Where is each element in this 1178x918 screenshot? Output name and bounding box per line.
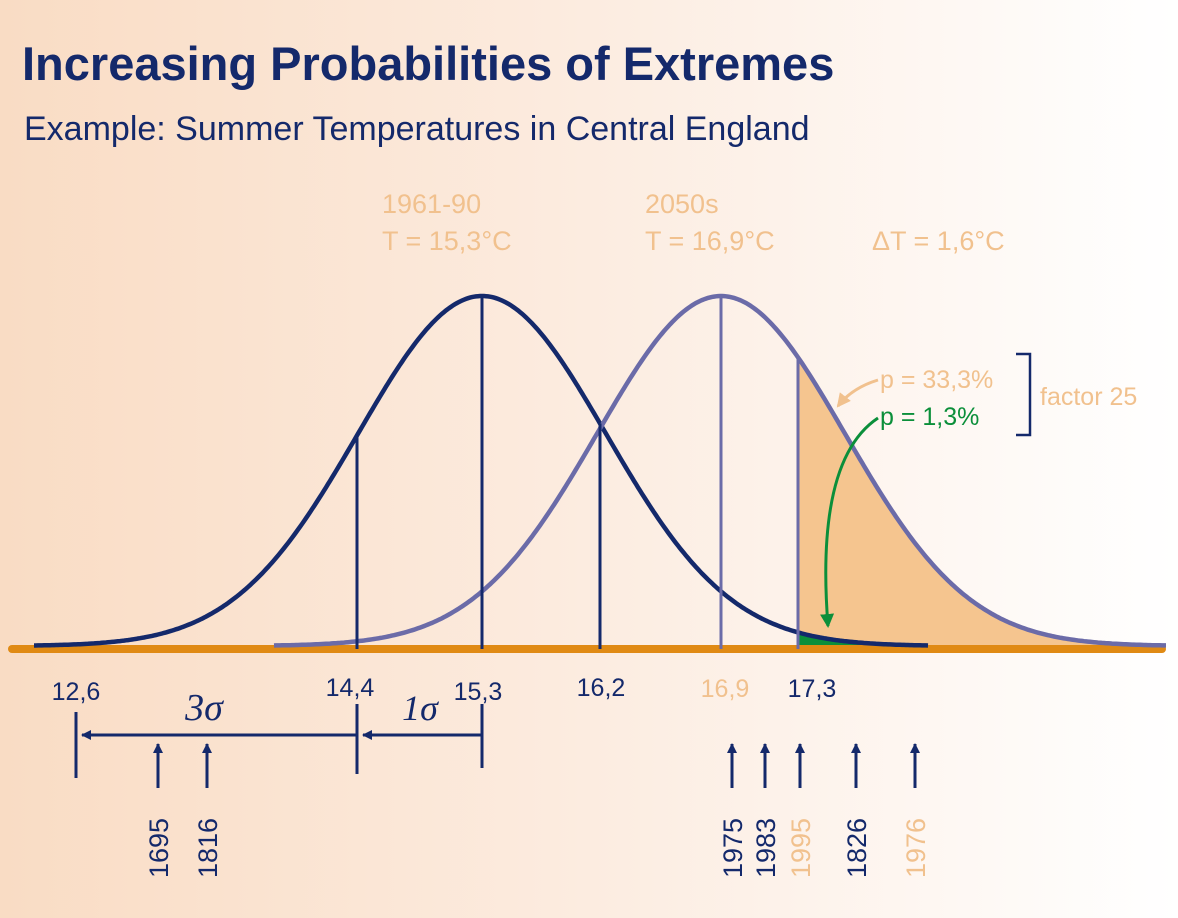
future-exceedance-area (798, 357, 1166, 646)
future-period-label: 2050s (645, 189, 719, 219)
tick-label-12-6: 12,6 (52, 678, 101, 706)
tick-label-16-2: 16,2 (577, 674, 626, 702)
year-label-1995: 1995 (786, 818, 816, 878)
three-sigma-label: 3σ (184, 687, 224, 729)
tick-label-15-3: 15,3 (454, 678, 503, 706)
baseline-probability-arrow (820, 416, 879, 628)
future-probability-arrow (836, 378, 879, 408)
baseline-probability-label: p = 1,3% (880, 403, 979, 431)
year-label-1983: 1983 (751, 818, 781, 878)
baseline-mean-label: T = 15,3°C (382, 226, 512, 256)
year-label-1816: 1816 (193, 818, 223, 878)
page-title: Increasing Probabilities of Extremes (22, 37, 835, 90)
year-label-1975: 1975 (718, 818, 748, 878)
delta-temperature-label: ΔT = 1,6°C (872, 226, 1005, 256)
page-subtitle: Example: Summer Temperatures in Central … (24, 110, 810, 148)
year-label-1976: 1976 (901, 818, 931, 878)
baseline-exceedance-area (798, 632, 928, 646)
year-label-1695: 1695 (144, 818, 174, 878)
baseline-period-label: 1961-90 (382, 189, 481, 219)
tick-label-16-9: 16,9 (701, 675, 750, 703)
one-sigma-label: 1σ (402, 688, 439, 728)
future-probability-label: p = 33,3% (880, 366, 993, 394)
tick-label-17-3: 17,3 (788, 675, 837, 703)
future-mean-label: T = 16,9°C (645, 226, 775, 256)
factor-label: factor 25 (1040, 383, 1137, 411)
tick-label-14-4: 14,4 (326, 674, 375, 702)
year-label-1826: 1826 (842, 818, 872, 878)
factor-bracket (1016, 352, 1032, 437)
